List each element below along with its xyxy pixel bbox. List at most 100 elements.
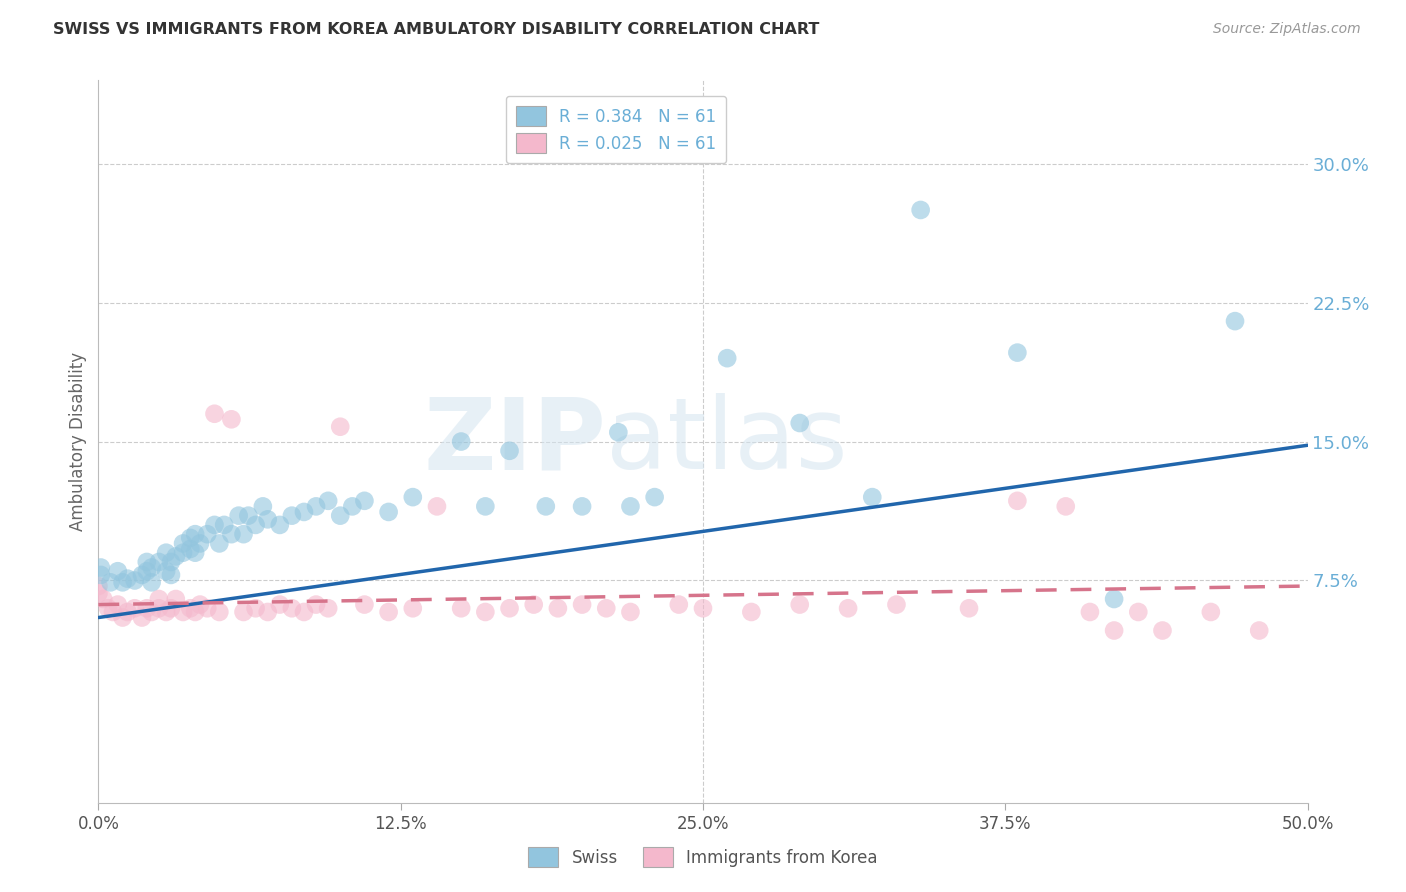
Text: SWISS VS IMMIGRANTS FROM KOREA AMBULATORY DISABILITY CORRELATION CHART: SWISS VS IMMIGRANTS FROM KOREA AMBULATOR… — [53, 22, 820, 37]
Point — [498, 601, 520, 615]
Point — [547, 601, 569, 615]
Point — [90, 568, 112, 582]
Point — [148, 555, 170, 569]
Point — [91, 592, 114, 607]
Point — [644, 490, 666, 504]
Point — [160, 601, 183, 615]
Point — [353, 493, 375, 508]
Point — [1199, 605, 1222, 619]
Point — [221, 412, 243, 426]
Point — [450, 434, 472, 449]
Point — [172, 536, 194, 550]
Point — [252, 500, 274, 514]
Point — [160, 568, 183, 582]
Point — [238, 508, 260, 523]
Point — [837, 601, 859, 615]
Point — [474, 500, 496, 514]
Point — [204, 517, 226, 532]
Point — [188, 598, 211, 612]
Point — [595, 601, 617, 615]
Point — [111, 575, 134, 590]
Point — [619, 605, 641, 619]
Point — [860, 490, 883, 504]
Point — [607, 425, 630, 440]
Point — [165, 592, 187, 607]
Point — [498, 443, 520, 458]
Point — [148, 601, 170, 615]
Point — [141, 605, 163, 619]
Point — [353, 598, 375, 612]
Point — [269, 517, 291, 532]
Point — [155, 605, 177, 619]
Point — [107, 564, 129, 578]
Point — [195, 527, 218, 541]
Point — [957, 601, 980, 615]
Point — [377, 505, 399, 519]
Point — [256, 512, 278, 526]
Point — [172, 546, 194, 560]
Point — [571, 598, 593, 612]
Point — [184, 546, 207, 560]
Point — [160, 555, 183, 569]
Point — [305, 598, 328, 612]
Point — [1007, 493, 1029, 508]
Point — [668, 598, 690, 612]
Point — [716, 351, 738, 366]
Point — [789, 598, 811, 612]
Point — [188, 536, 211, 550]
Point — [97, 601, 120, 615]
Point — [256, 605, 278, 619]
Point — [534, 500, 557, 514]
Point — [269, 598, 291, 612]
Point — [292, 605, 315, 619]
Point — [886, 598, 908, 612]
Point — [245, 601, 267, 615]
Point — [232, 605, 254, 619]
Point — [377, 605, 399, 619]
Point — [195, 601, 218, 615]
Point — [523, 598, 546, 612]
Point — [316, 493, 339, 508]
Point — [208, 536, 231, 550]
Point — [329, 508, 352, 523]
Point — [1007, 345, 1029, 359]
Point — [117, 605, 139, 619]
Point — [179, 541, 201, 556]
Point — [305, 500, 328, 514]
Legend: Swiss, Immigrants from Korea: Swiss, Immigrants from Korea — [522, 840, 884, 874]
Point — [179, 601, 201, 615]
Point — [450, 601, 472, 615]
Point — [90, 560, 112, 574]
Point — [1078, 605, 1101, 619]
Point — [402, 490, 425, 504]
Point — [141, 560, 163, 574]
Point — [204, 407, 226, 421]
Point — [172, 605, 194, 619]
Point — [1128, 605, 1150, 619]
Point — [474, 605, 496, 619]
Point — [1223, 314, 1246, 328]
Point — [232, 527, 254, 541]
Point — [789, 416, 811, 430]
Point — [316, 601, 339, 615]
Point — [292, 505, 315, 519]
Point — [212, 517, 235, 532]
Point — [184, 527, 207, 541]
Point — [165, 549, 187, 564]
Point — [107, 598, 129, 612]
Point — [208, 605, 231, 619]
Text: ZIP: ZIP — [423, 393, 606, 490]
Point — [281, 601, 304, 615]
Text: Source: ZipAtlas.com: Source: ZipAtlas.com — [1213, 22, 1361, 37]
Point — [100, 575, 122, 590]
Point — [1102, 624, 1125, 638]
Point — [141, 575, 163, 590]
Text: atlas: atlas — [606, 393, 848, 490]
Point — [1102, 592, 1125, 607]
Point — [179, 531, 201, 545]
Point — [910, 202, 932, 217]
Point — [1054, 500, 1077, 514]
Point — [740, 605, 762, 619]
Point — [117, 572, 139, 586]
Y-axis label: Ambulatory Disability: Ambulatory Disability — [69, 352, 87, 531]
